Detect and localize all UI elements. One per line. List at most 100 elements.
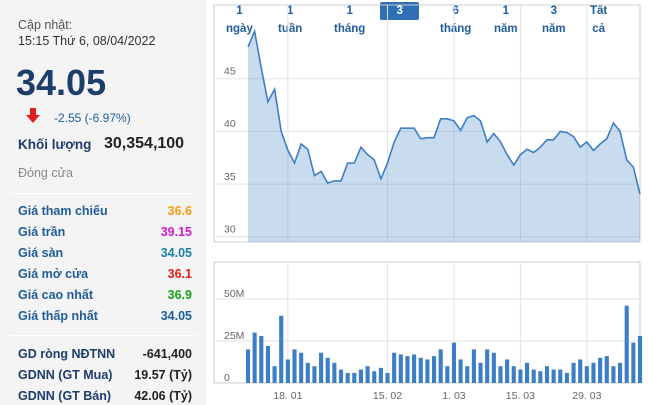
volume-bar bbox=[518, 369, 523, 383]
price-label: Giá sàn bbox=[18, 246, 64, 260]
volume-bar bbox=[631, 342, 636, 383]
volume-bar bbox=[352, 372, 357, 383]
x-tick-label: 15. 03 bbox=[506, 390, 535, 402]
x-tick-label: 18. 01 bbox=[273, 390, 302, 402]
volume-bar bbox=[598, 357, 603, 383]
range-tab[interactable]: Tất cả bbox=[590, 5, 608, 35]
x-tick-label: 1. 03 bbox=[442, 390, 466, 402]
volume-bar bbox=[491, 352, 496, 383]
range-tab[interactable]: 3 năm bbox=[542, 5, 566, 35]
volume-bar bbox=[385, 372, 390, 383]
volume-bar bbox=[259, 335, 264, 383]
volume-bar bbox=[611, 366, 616, 383]
range-tab[interactable]: 3 tháng bbox=[380, 2, 420, 35]
volume: 30,354,100 bbox=[104, 135, 185, 152]
volume-bar bbox=[279, 315, 284, 383]
volume-bar bbox=[325, 357, 330, 383]
range-tab[interactable]: 1 ngày bbox=[226, 5, 253, 35]
volume-bar bbox=[425, 359, 430, 383]
volume-bar bbox=[305, 362, 310, 383]
range-tab[interactable]: 1 năm bbox=[494, 5, 518, 35]
updated-label: Cập nhật: bbox=[18, 18, 73, 32]
status: Đóng cửa bbox=[18, 166, 73, 180]
volume-bar bbox=[358, 369, 364, 383]
volume-bar bbox=[471, 349, 476, 383]
volume-bar bbox=[478, 362, 483, 383]
price-label: Giá mở cửa bbox=[18, 267, 89, 281]
volume-bar bbox=[338, 369, 344, 383]
volume-bar bbox=[438, 349, 443, 383]
volume-bar bbox=[505, 359, 510, 383]
volume-bar bbox=[398, 354, 403, 383]
price-change: -2.55 (-6.97%) bbox=[54, 111, 131, 125]
volume-bar bbox=[319, 352, 324, 383]
x-tick-label: 15. 02 bbox=[373, 390, 402, 402]
volume-bar bbox=[524, 362, 530, 383]
volume-bar bbox=[372, 371, 377, 383]
range-tab[interactable]: 1 tuần bbox=[278, 5, 303, 35]
volume-bar bbox=[392, 352, 397, 383]
range-tab[interactable]: 1 tháng bbox=[334, 5, 366, 35]
volume-bar bbox=[591, 362, 596, 383]
volume-bar bbox=[564, 372, 569, 383]
volume-bar bbox=[465, 366, 470, 383]
volume-bar bbox=[637, 335, 643, 383]
price-value: 39.15 bbox=[160, 225, 192, 239]
volume-bar bbox=[485, 349, 490, 383]
volume-bar bbox=[451, 342, 457, 383]
volume-bar bbox=[624, 305, 629, 383]
volume-bar bbox=[312, 366, 317, 383]
foreign-value: 19.57 (Tỷ) bbox=[134, 368, 192, 382]
volume-bar bbox=[245, 349, 251, 383]
y-tick-label: 45 bbox=[224, 66, 236, 78]
volume-bar bbox=[445, 366, 450, 383]
price-label: Giá tham chiếu bbox=[18, 204, 108, 218]
volume-bar bbox=[584, 366, 589, 383]
volume-bar bbox=[405, 356, 410, 383]
y-tick-label: 35 bbox=[224, 171, 236, 183]
volume-bar bbox=[332, 362, 337, 383]
volume-bar bbox=[618, 362, 623, 383]
y-tick-label: 40 bbox=[224, 118, 236, 130]
price-value: 34.05 bbox=[160, 246, 192, 260]
range-tab[interactable]: 6 tháng bbox=[440, 5, 472, 35]
volume-bar bbox=[458, 359, 463, 383]
price-label: Giá cao nhất bbox=[18, 288, 94, 302]
divider bbox=[10, 193, 196, 194]
price-value: 34.05 bbox=[160, 309, 192, 323]
price: 34.05 bbox=[16, 62, 107, 103]
volume-bar bbox=[558, 369, 563, 383]
y-tick-label: 25M bbox=[224, 330, 244, 342]
price-label: Giá thấp nhất bbox=[18, 309, 98, 323]
volume-bar bbox=[538, 371, 543, 383]
volume-bar bbox=[265, 346, 270, 383]
quote-panel: Cập nhật: 15:15 Thứ 6, 08/04/2022 34.05 … bbox=[0, 0, 206, 405]
volume-bar bbox=[345, 372, 350, 383]
volume-bar bbox=[285, 359, 290, 383]
volume-label: Khối lượng bbox=[18, 137, 92, 152]
price-value: 36.1 bbox=[167, 267, 192, 281]
volume-bar bbox=[365, 366, 370, 383]
volume-bar bbox=[272, 366, 277, 383]
volume-bar bbox=[498, 366, 503, 383]
volume-bar bbox=[292, 349, 297, 383]
volume-bar bbox=[604, 356, 609, 383]
x-tick-label: 29. 03 bbox=[572, 390, 601, 402]
chart: 30 35 40 45 0 25M 50M 18. 01 15. 02 1. 03 15. 03 29… bbox=[213, 4, 643, 402]
y-tick-label: 50M bbox=[224, 288, 244, 300]
volume-bar bbox=[252, 332, 257, 383]
divider bbox=[10, 335, 196, 336]
updated-time: 15:15 Thứ 6, 08/04/2022 bbox=[18, 34, 156, 48]
volume-bar bbox=[544, 366, 550, 383]
foreign-label: GDNN (GT Mua) bbox=[18, 368, 113, 382]
volume-bar bbox=[578, 359, 583, 383]
volume-bar bbox=[511, 366, 516, 383]
foreign-value: 42.06 (Tỷ) bbox=[134, 389, 192, 403]
foreign-label: GDNN (GT Bán) bbox=[18, 389, 112, 403]
volume-bar bbox=[571, 362, 576, 383]
foreign-value: -641,400 bbox=[142, 347, 192, 361]
volume-bar bbox=[299, 352, 304, 383]
volume-bar bbox=[531, 369, 536, 383]
line bbox=[247, 28, 641, 195]
